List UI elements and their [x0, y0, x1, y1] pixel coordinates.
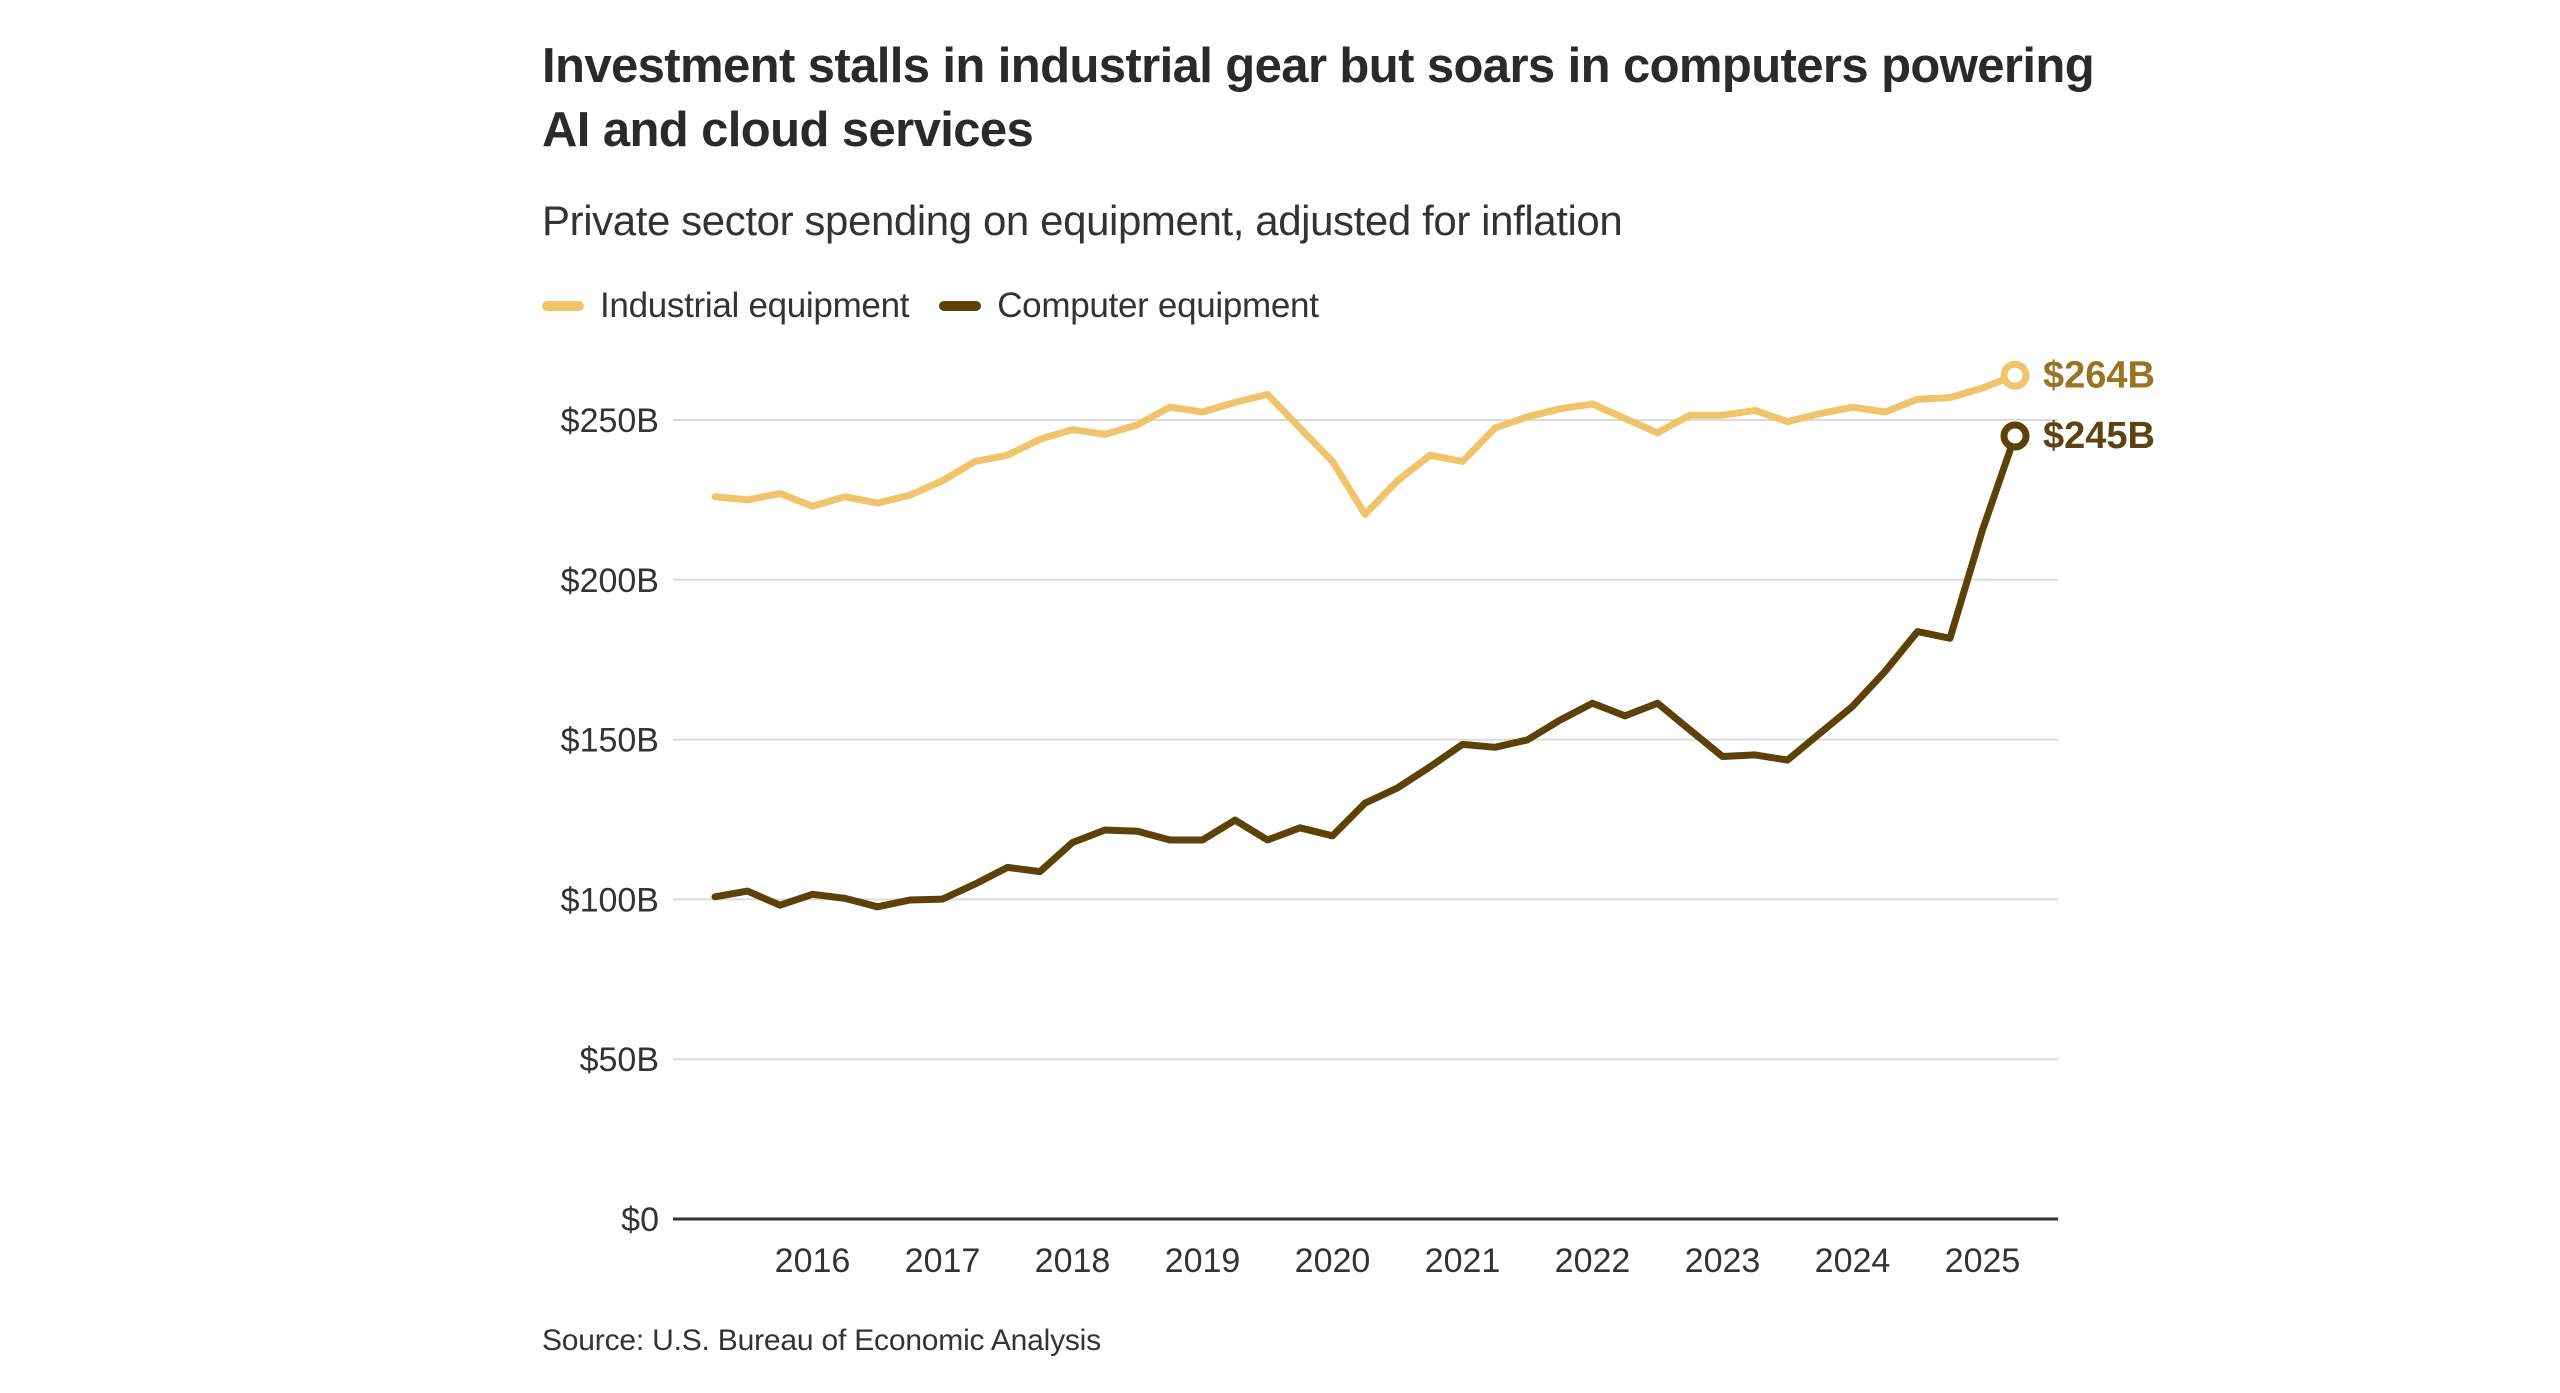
series-lines	[711, 371, 2019, 911]
x-tick-label: 2016	[775, 1242, 851, 1280]
end-label-industrial: $264B	[2043, 354, 2155, 396]
series-line-industrial	[711, 371, 2019, 518]
series-line-computer	[711, 432, 2019, 911]
end-marker-computer	[2000, 421, 2030, 451]
legend: Industrial equipment Computer equipment	[542, 284, 1349, 328]
source-note: Source: U.S. Bureau of Economic Analysis	[542, 1324, 1101, 1357]
x-tick-label: 2017	[905, 1242, 981, 1280]
y-tick-label: $250B	[561, 402, 659, 440]
x-tick-label: 2025	[1945, 1242, 2021, 1280]
end-markers	[2000, 360, 2030, 451]
x-tick-label: 2018	[1035, 1242, 1111, 1280]
y-tick-label: $200B	[561, 562, 659, 600]
x-tick-label: 2023	[1685, 1242, 1761, 1280]
y-axis-tick-labels: $0 $50B $100B $150B $200B $250B	[561, 402, 659, 1239]
legend-item-computer: Computer equipment	[939, 286, 1319, 326]
y-tick-label: $50B	[580, 1041, 659, 1079]
x-tick-label: 2020	[1295, 1242, 1371, 1280]
y-tick-label: $150B	[561, 722, 659, 760]
y-tick-label: $100B	[561, 881, 659, 919]
x-tick-label: 2024	[1815, 1242, 1891, 1280]
x-tick-label: 2021	[1425, 1242, 1501, 1280]
end-marker-industrial	[2000, 360, 2030, 390]
y-tick-label: $0	[621, 1201, 659, 1239]
x-axis-tick-labels: 2016 2017 2018 2019 2020 2021 2022 2023 2024 2025	[775, 1242, 2021, 1280]
legend-item-industrial: Industrial equipment	[542, 286, 910, 326]
x-tick-label: 2019	[1165, 1242, 1241, 1280]
gridlines	[673, 419, 2058, 1221]
x-tick-label: 2022	[1555, 1242, 1631, 1280]
legend-label-computer: Computer equipment	[997, 286, 1319, 325]
legend-swatch-computer	[939, 301, 982, 311]
chart-title: Investment stalls in industrial gear but…	[542, 39, 2095, 157]
chart-subtitle: Private sector spending on equipment, ad…	[542, 197, 1623, 244]
legend-label-industrial: Industrial equipment	[600, 286, 910, 325]
legend-swatch-industrial	[542, 301, 584, 311]
end-labels: $264B $245B	[2043, 354, 2155, 457]
end-label-computer: $245B	[2043, 415, 2155, 457]
